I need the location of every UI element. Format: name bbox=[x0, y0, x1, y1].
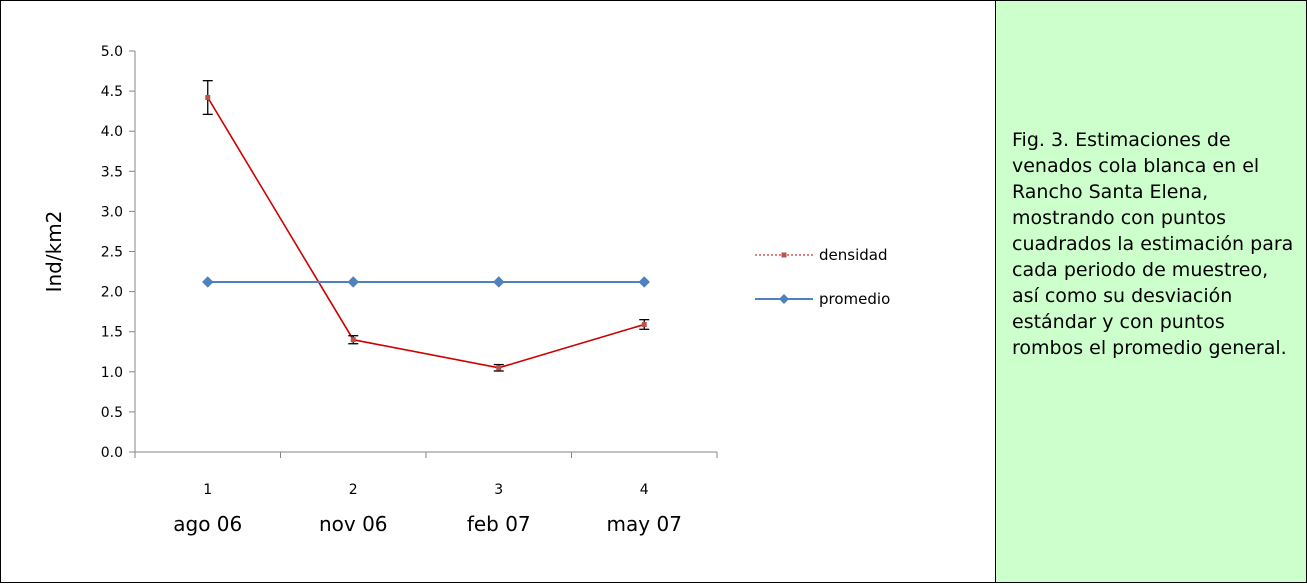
y-tick-label: 4.5 bbox=[101, 84, 123, 100]
x-category-sublabel: ago 06 bbox=[173, 512, 242, 536]
x-tick-label: 3 bbox=[494, 482, 503, 498]
y-tick-label: 0.5 bbox=[101, 405, 123, 421]
axes bbox=[129, 50, 718, 458]
legend-marker-promedio bbox=[779, 294, 789, 304]
y-axis-label: Ind/km2 bbox=[42, 211, 66, 293]
data-point-densidad bbox=[205, 95, 211, 101]
data-point-promedio bbox=[493, 276, 505, 288]
series-line-densidad bbox=[207, 97, 645, 369]
legend-label-densidad: densidad bbox=[819, 246, 887, 264]
legend-label-promedio: promedio bbox=[819, 290, 890, 308]
data-point-promedio bbox=[202, 276, 214, 288]
y-tick-label: 3.5 bbox=[101, 164, 123, 180]
y-tick-label: 2.0 bbox=[101, 285, 123, 301]
legend-marker-densidad bbox=[781, 252, 787, 258]
y-tick-label: 1.5 bbox=[101, 325, 123, 341]
data-point-promedio bbox=[347, 276, 359, 288]
chart-panel: 0.0 0.5 1.0 1.5 2.0 2.5 3.0 3.5 4.0 4.5 5.0 1 ago 06… bbox=[1, 1, 996, 582]
data-point-densidad bbox=[641, 321, 647, 327]
line-chart: 0.0 0.5 1.0 1.5 2.0 2.5 3.0 3.5 4.0 4.5 5.0 1 ago 06… bbox=[42, 44, 890, 536]
y-tick-label: 3.0 bbox=[101, 204, 123, 220]
y-tick-label: 0.0 bbox=[101, 445, 123, 461]
y-tick-label: 1.0 bbox=[101, 365, 123, 381]
x-category-sublabel: may 07 bbox=[607, 512, 682, 536]
y-tick-label: 2.5 bbox=[101, 245, 123, 261]
data-point-promedio bbox=[638, 276, 650, 288]
figure-caption: Fig. 3. Estimaciones de venados cola bla… bbox=[1012, 129, 1294, 359]
data-point-densidad bbox=[350, 337, 356, 343]
data-point-densidad bbox=[496, 365, 502, 371]
labels-layer: 0.0 0.5 1.0 1.5 2.0 2.5 3.0 3.5 4.0 4.5 5.0 1 ago 06… bbox=[42, 44, 682, 536]
x-tick-label: 1 bbox=[203, 482, 212, 498]
x-category-sublabel: feb 07 bbox=[467, 512, 531, 536]
series-layer bbox=[202, 80, 650, 372]
y-tick-label: 5.0 bbox=[101, 44, 123, 60]
legend: densidad promedio bbox=[755, 246, 890, 308]
x-category-sublabel: nov 06 bbox=[319, 512, 388, 536]
x-tick-label: 2 bbox=[349, 482, 358, 498]
y-tick-label: 4.0 bbox=[101, 124, 123, 140]
caption-panel: Fig. 3. Estimaciones de venados cola bla… bbox=[996, 1, 1306, 582]
x-tick-label: 4 bbox=[640, 482, 649, 498]
